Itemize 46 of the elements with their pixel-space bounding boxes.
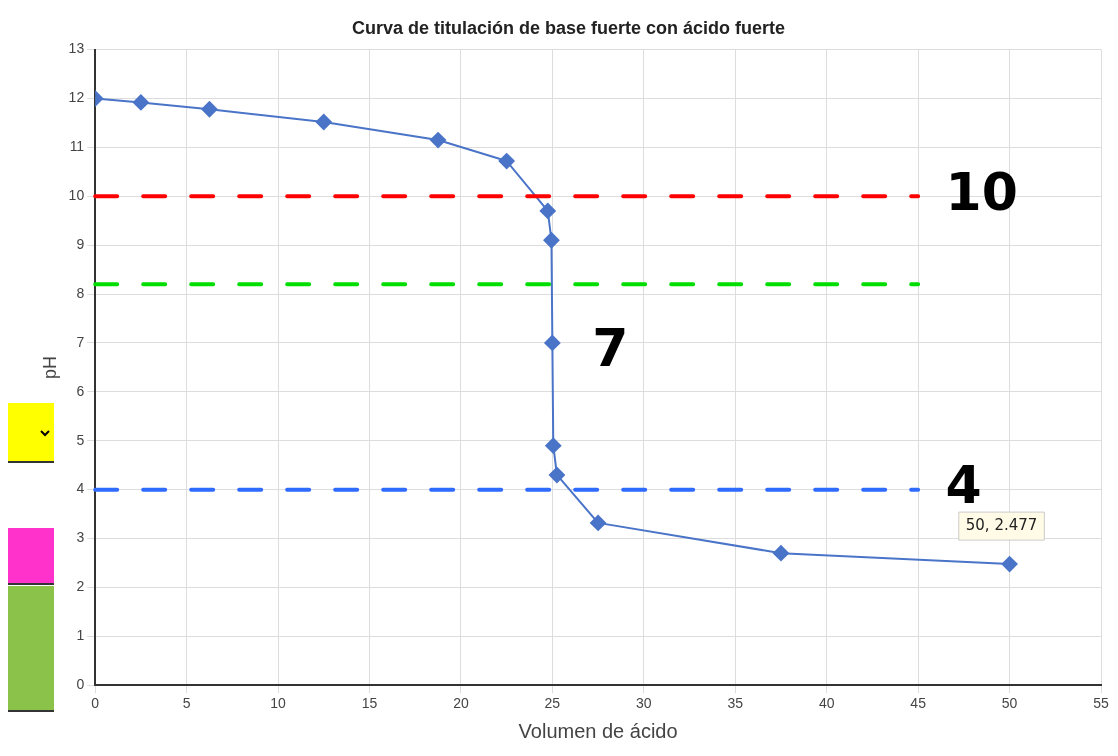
y-tick-label: 6 — [76, 382, 85, 399]
point — [539, 202, 556, 219]
y-tick-label: 5 — [76, 431, 85, 448]
y-tick-label: 4 — [76, 480, 85, 497]
point — [543, 232, 560, 249]
y-tick-label: 11 — [69, 138, 85, 155]
annotation: 50, 2.477 — [965, 515, 1038, 534]
y-tick-label: 1 — [76, 627, 85, 644]
point — [772, 545, 789, 562]
ref-line-label: 4 — [945, 455, 982, 516]
x-tick-label: 10 — [270, 695, 287, 712]
point — [498, 153, 515, 170]
point — [430, 132, 447, 149]
x-tick-label: 45 — [910, 695, 927, 712]
point — [201, 101, 218, 118]
x-tick-label: 20 — [453, 695, 469, 712]
x-tick-label: 35 — [727, 695, 744, 712]
y-axis-title: pH — [39, 355, 60, 379]
x-axis-title: Volumen de ácido — [518, 719, 678, 742]
point — [545, 437, 562, 454]
chart-title: Curva de titulación de base fuerte con ácido fuerte — [351, 17, 786, 38]
y-tick-label: 10 — [68, 187, 85, 204]
point — [1001, 556, 1018, 573]
point — [544, 334, 561, 351]
y-tick-label: 8 — [76, 284, 85, 301]
ref-line-label: 10 — [945, 161, 1018, 222]
y-tick-label: 7 — [76, 333, 85, 350]
point — [132, 94, 149, 111]
x-tick-label: 15 — [361, 695, 378, 712]
x-tick-label: 0 — [91, 695, 100, 712]
y-tick-label: 9 — [76, 236, 85, 253]
y-tick-label: 0 — [76, 676, 85, 693]
x-tick-label: 50 — [1001, 695, 1018, 712]
annotation: 7 — [592, 318, 629, 379]
x-tick-label: 30 — [636, 695, 652, 712]
x-tick-label: 5 — [182, 695, 191, 712]
point — [590, 514, 607, 531]
y-tick-label: 2 — [76, 578, 85, 595]
y-tick-label: 3 — [76, 529, 85, 546]
y-tick-label: 12 — [68, 89, 85, 106]
x-tick-label: 55 — [1093, 695, 1109, 712]
point — [315, 113, 332, 130]
x-tick-label: 25 — [544, 695, 561, 712]
y-tick-label: 13 — [68, 40, 85, 57]
x-tick-label: 40 — [818, 695, 835, 712]
point — [548, 466, 565, 483]
